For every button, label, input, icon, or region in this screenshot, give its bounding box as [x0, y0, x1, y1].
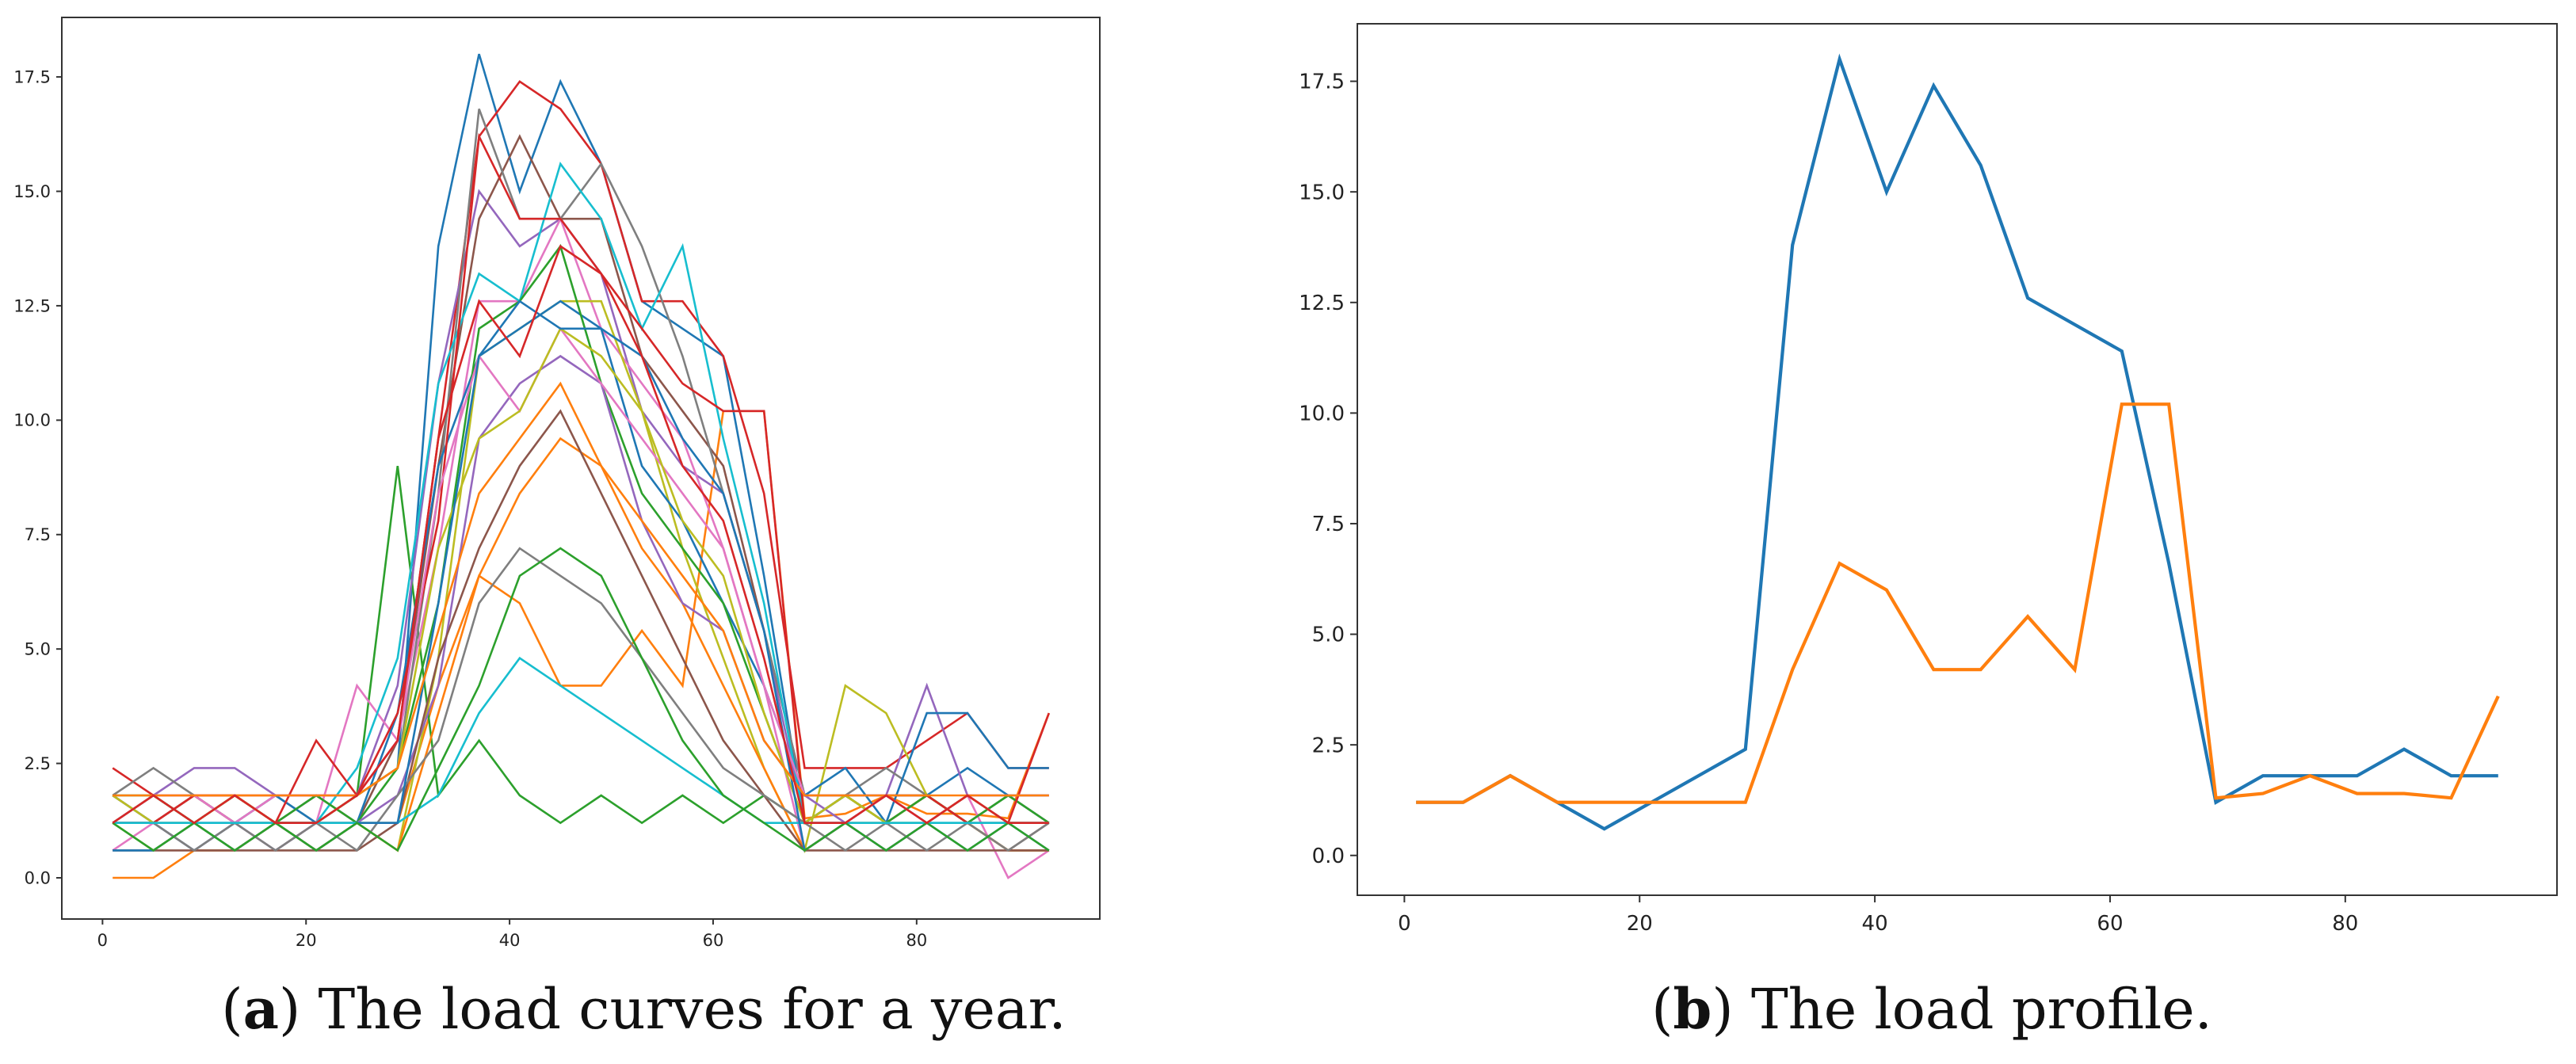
y-tick-label-b-4: 10.0 — [1299, 402, 1345, 425]
x-tick-label-a-4: 80 — [906, 931, 927, 950]
series-group-a — [112, 53, 1051, 879]
panel-load-curves: 0 20 40 60 80 0.0 2.5 5.0 7.5 10.0 12.5 15.0 17.5 (a… — [0, 17, 1288, 1042]
y-tick-label-b-6: 15.0 — [1299, 181, 1345, 204]
series-line-curve-21 — [113, 299, 1050, 852]
plot-frame-b — [1357, 23, 2558, 896]
x-tick-label-b-0: 0 — [1398, 912, 1411, 936]
y-tick-label-b-7: 17.5 — [1299, 71, 1345, 94]
y-tick-label-b-1: 2.5 — [1312, 734, 1345, 757]
series-line-curve-09 — [112, 299, 1049, 854]
y-tick-label-b-2: 5.0 — [1312, 624, 1345, 647]
series-line-curve-10 — [113, 162, 1049, 824]
caption-b-text: The load profile. — [1733, 977, 2212, 1042]
x-tick-label-b-1: 20 — [1627, 912, 1653, 936]
x-tick-label-b-4: 80 — [2332, 912, 2358, 936]
plot-frame-a — [61, 17, 1101, 920]
y-tick-label-a-2: 5.0 — [25, 640, 51, 659]
x-tick-label-a-2: 40 — [499, 931, 521, 950]
series-line-curve-16 — [113, 409, 1049, 852]
x-tick-label-b-3: 60 — [2097, 912, 2123, 936]
series-line-profile-2 — [1416, 402, 2500, 804]
caption-a-open: ( — [221, 977, 243, 1042]
x-tick-label-a-0: 0 — [97, 931, 108, 950]
series-line-curve-22 — [113, 381, 1049, 797]
series-group-b — [1416, 53, 2500, 831]
y-tick-label-a-7: 17.5 — [13, 67, 51, 86]
chart-load-curves: 0 20 40 60 80 0.0 2.5 5.0 7.5 10.0 12.5 15.0 17.5 — [13, 17, 1101, 950]
series-line-curve-06 — [112, 134, 1050, 852]
series-line-curve-20 — [113, 656, 1049, 824]
series-line-curve-03 — [113, 465, 1050, 825]
caption-a-close: ) — [278, 977, 301, 1042]
y-tick-label-a-4: 10.0 — [13, 411, 51, 430]
caption-b-letter: b — [1673, 976, 1712, 1042]
y-tick-label-a-3: 7.5 — [25, 525, 51, 544]
chart-load-profile: 0 20 40 60 80 0.0 2.5 5.0 7.5 10.0 12.5 15.0 17.5 — [1299, 23, 2558, 936]
series-line-profile-1 — [1416, 53, 2498, 831]
y-tick-label-a-0: 0.0 — [25, 868, 51, 887]
series-line-curve-19 — [112, 326, 1049, 825]
y-tick-label-b-0: 0.0 — [1312, 845, 1345, 868]
x-tick-label-a-3: 60 — [703, 931, 724, 950]
caption-a-letter: a — [242, 976, 279, 1042]
caption-b: (b) The load profile. — [1288, 976, 2576, 1042]
series-line-curve-05 — [112, 189, 1050, 825]
series-line-curve-08 — [112, 109, 1049, 825]
series-line-curve-11 — [112, 299, 1049, 852]
series-line-curve-24 — [112, 244, 1049, 825]
panel-load-profile: 0 20 40 60 80 0.0 2.5 5.0 7.5 10.0 12.5 15.0 17.5 (b… — [1288, 0, 2576, 1064]
series-line-curve-17 — [112, 326, 1049, 825]
series-line-curve-18 — [113, 547, 1050, 852]
series-line-curve-14 — [113, 132, 1051, 825]
x-tick-label-b-2: 40 — [1862, 912, 1888, 936]
series-line-curve-04 — [112, 80, 1049, 797]
series-line-curve-12 — [113, 437, 1049, 879]
y-tick-label-a-5: 12.5 — [13, 296, 51, 315]
caption-a: (a) The load curves for a year. — [0, 976, 1288, 1042]
y-tick-label-b-5: 12.5 — [1299, 292, 1345, 315]
y-tick-label-a-1: 2.5 — [25, 754, 51, 773]
caption-b-close: ) — [1712, 977, 1734, 1042]
series-line-curve-23 — [112, 547, 1050, 852]
caption-a-text: The load curves for a year. — [300, 977, 1067, 1042]
caption-b-open: ( — [1651, 977, 1673, 1042]
y-tick-label-b-3: 7.5 — [1312, 513, 1345, 536]
x-tick-label-a-1: 20 — [296, 931, 317, 950]
y-tick-label-a-6: 15.0 — [13, 182, 51, 201]
